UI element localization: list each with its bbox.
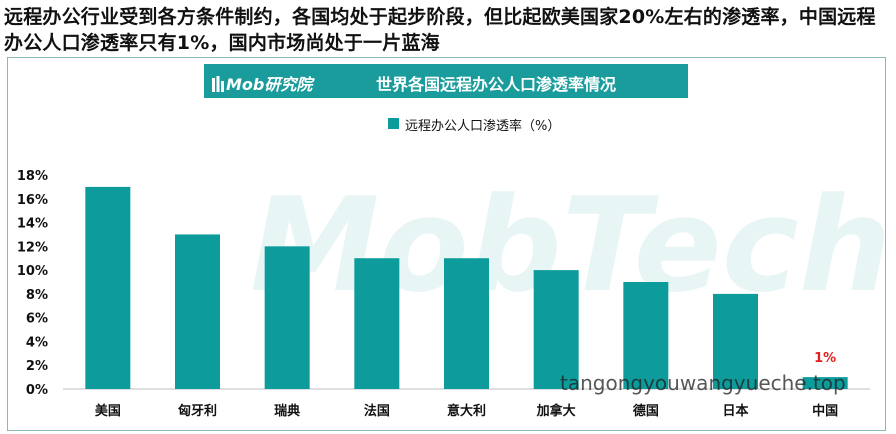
x-tick-label: 中国: [812, 403, 838, 419]
y-tick-label: 8%: [26, 288, 48, 303]
bar: [85, 186, 131, 389]
bar: [444, 258, 489, 389]
legend-label: 远程办公人口渗透率（%）: [405, 119, 561, 134]
x-tick-label: 匈牙利: [178, 403, 217, 419]
y-tick-label: 14%: [17, 217, 48, 232]
chart-banner: Mob研究院 世界各国远程办公人口渗透率情况: [204, 64, 688, 98]
x-tick-label: 法国: [364, 403, 390, 419]
y-tick-label: 6%: [26, 312, 48, 327]
legend-swatch: [388, 118, 399, 129]
y-axis: 0% 2% 4% 6% 8% 10% 12% 14% 16% 18%: [17, 169, 48, 398]
x-tick-label: 德国: [633, 403, 659, 419]
x-tick-label: 美国: [95, 403, 121, 419]
y-tick-label: 2%: [26, 359, 48, 374]
x-tick-label: 意大利: [447, 403, 486, 419]
chart-title: 世界各国远程办公人口渗透率情况: [376, 75, 617, 94]
data-labels: 1%: [814, 351, 836, 366]
bars: [85, 186, 848, 389]
brand-text: Mob研究院: [226, 75, 313, 94]
bar: [623, 282, 669, 389]
y-tick-label: 16%: [17, 193, 48, 208]
bar: [533, 270, 579, 389]
y-tick-label: 0%: [26, 383, 48, 398]
brand-logo: Mob研究院: [212, 71, 312, 95]
bar: [175, 234, 220, 389]
watermark-site-text: tangongyouwangyueche.top: [560, 371, 846, 395]
bar: [713, 293, 758, 389]
y-tick-label: 4%: [26, 335, 48, 350]
y-tick-label: 10%: [17, 264, 48, 279]
x-tick-label: 瑞典: [274, 403, 300, 419]
y-tick-label: 12%: [17, 240, 48, 255]
x-tick-label: 加拿大: [536, 403, 576, 419]
y-tick-label: 18%: [17, 169, 48, 184]
bar: [354, 258, 400, 389]
brand-mark-icon: [212, 76, 224, 92]
data-label: 1%: [814, 351, 836, 366]
bar: [264, 246, 310, 389]
x-tick-label: 日本: [722, 403, 748, 419]
page-headline: 远程办公行业受到各方条件制约，各国均处于起步阶段，但比起欧美国家20%左右的渗透…: [4, 6, 876, 54]
x-axis-labels: 美国 匈牙利 瑞典 法国 意大利 加拿大 德国 日本 中国: [95, 403, 838, 419]
bar: [802, 377, 848, 389]
